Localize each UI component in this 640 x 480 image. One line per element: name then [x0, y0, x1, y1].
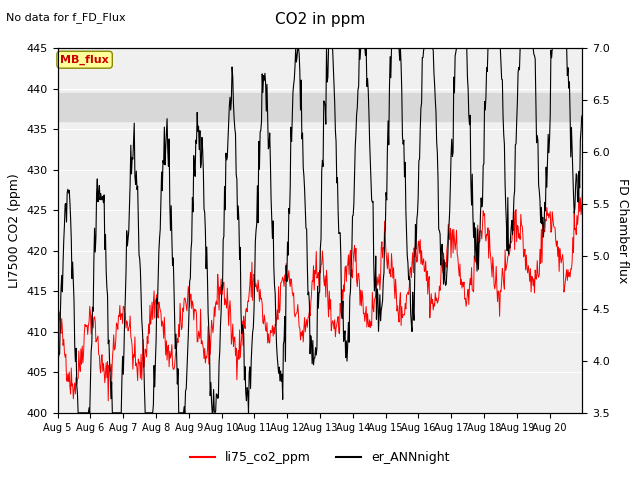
Bar — [58, 93, 582, 121]
Text: MB_flux: MB_flux — [60, 55, 109, 65]
Legend: li75_co2_ppm, er_ANNnight: li75_co2_ppm, er_ANNnight — [186, 446, 454, 469]
Y-axis label: FD Chamber flux: FD Chamber flux — [616, 178, 629, 283]
Text: CO2 in ppm: CO2 in ppm — [275, 12, 365, 27]
Y-axis label: LI7500 CO2 (ppm): LI7500 CO2 (ppm) — [8, 173, 21, 288]
Text: No data for f_FD_Flux: No data for f_FD_Flux — [6, 12, 126, 23]
